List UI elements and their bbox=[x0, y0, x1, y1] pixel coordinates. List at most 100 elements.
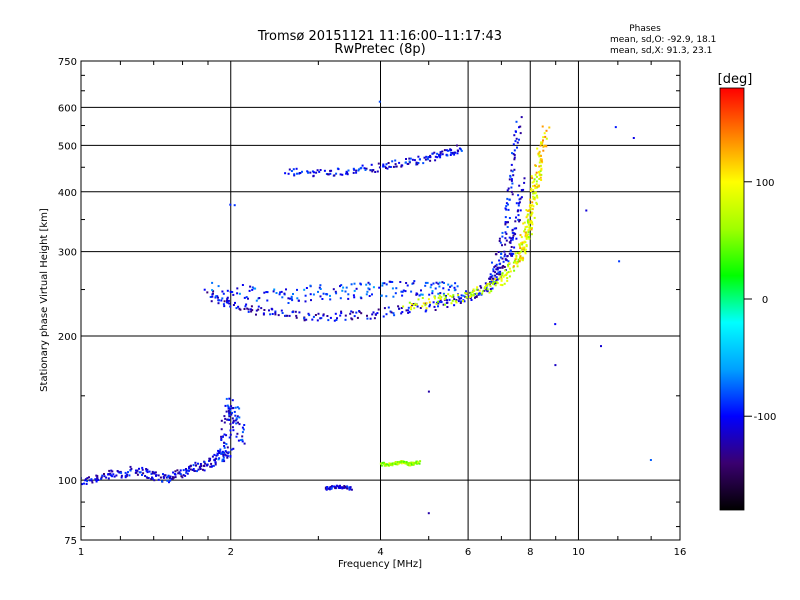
data-point bbox=[295, 314, 298, 317]
data-point bbox=[437, 300, 439, 303]
data-point bbox=[531, 223, 534, 226]
data-point bbox=[505, 202, 508, 205]
data-point bbox=[532, 195, 535, 198]
data-point bbox=[498, 237, 501, 240]
data-point bbox=[251, 286, 254, 289]
data-point bbox=[188, 469, 190, 472]
data-point bbox=[229, 433, 232, 436]
data-point bbox=[223, 433, 226, 436]
data-point bbox=[410, 305, 413, 308]
data-point bbox=[373, 317, 376, 320]
data-point bbox=[202, 468, 204, 471]
data-point bbox=[495, 268, 498, 271]
data-point bbox=[528, 228, 531, 231]
x-tick-label: 1 bbox=[78, 547, 84, 558]
data-point bbox=[329, 487, 332, 490]
data-point bbox=[519, 255, 522, 258]
data-point bbox=[387, 162, 390, 164]
data-point bbox=[554, 364, 557, 367]
data-point bbox=[389, 462, 392, 465]
data-point bbox=[209, 296, 212, 298]
data-point bbox=[211, 455, 214, 458]
data-point bbox=[499, 273, 502, 276]
data-point bbox=[470, 295, 473, 298]
data-point bbox=[434, 287, 437, 290]
data-point bbox=[385, 295, 388, 298]
data-point bbox=[391, 281, 394, 283]
data-point bbox=[525, 244, 528, 246]
data-point bbox=[499, 275, 502, 278]
data-point bbox=[402, 305, 405, 308]
y-axis-ticks: 75 100 200 300 400 500 600 750 bbox=[58, 57, 680, 547]
data-point bbox=[494, 284, 497, 287]
data-point bbox=[393, 462, 396, 465]
data-point bbox=[245, 303, 248, 306]
data-point bbox=[327, 173, 330, 176]
data-point bbox=[513, 156, 516, 159]
data-point bbox=[470, 299, 473, 301]
data-point bbox=[484, 286, 487, 288]
data-point bbox=[496, 266, 499, 269]
data-point bbox=[353, 315, 356, 318]
data-point bbox=[513, 269, 516, 272]
data-point bbox=[226, 296, 229, 299]
data-point bbox=[504, 207, 507, 210]
data-point bbox=[214, 457, 217, 460]
data-point bbox=[95, 479, 98, 482]
data-point bbox=[221, 460, 224, 463]
data-point bbox=[466, 296, 469, 299]
data-point bbox=[398, 161, 401, 164]
data-point bbox=[319, 288, 322, 290]
data-point bbox=[527, 221, 530, 224]
data-point bbox=[412, 463, 415, 466]
data-point bbox=[508, 241, 511, 244]
data-point bbox=[299, 172, 302, 174]
data-point bbox=[129, 469, 132, 472]
data-point bbox=[428, 305, 431, 308]
data-point bbox=[339, 285, 341, 288]
data-point bbox=[231, 399, 234, 402]
data-point bbox=[486, 284, 489, 287]
data-point bbox=[401, 294, 404, 297]
data-point bbox=[212, 464, 215, 467]
data-point bbox=[460, 148, 462, 151]
data-point bbox=[223, 300, 226, 303]
data-point bbox=[522, 257, 525, 260]
data-point bbox=[400, 307, 403, 309]
data-point bbox=[514, 220, 517, 223]
colorbar-tick-label: 100 bbox=[755, 178, 774, 189]
data-point bbox=[220, 419, 223, 422]
data-point bbox=[222, 453, 225, 456]
data-point bbox=[260, 307, 263, 310]
data-point bbox=[330, 487, 333, 490]
data-point bbox=[199, 463, 202, 465]
data-point bbox=[465, 292, 468, 295]
data-point bbox=[435, 302, 438, 305]
data-point bbox=[227, 409, 230, 412]
data-point bbox=[531, 221, 534, 224]
data-point bbox=[103, 475, 106, 478]
data-point bbox=[485, 284, 488, 287]
data-point bbox=[506, 226, 509, 228]
data-point bbox=[508, 198, 511, 201]
data-point bbox=[493, 283, 496, 286]
data-point bbox=[422, 162, 425, 165]
y-tick-label: 400 bbox=[58, 188, 77, 199]
data-point bbox=[336, 317, 338, 320]
data-point bbox=[153, 472, 156, 475]
data-point bbox=[446, 301, 449, 304]
data-point bbox=[470, 293, 473, 296]
data-point bbox=[313, 171, 315, 174]
data-point bbox=[531, 211, 534, 214]
data-point bbox=[460, 300, 462, 303]
data-point bbox=[322, 313, 325, 316]
data-point bbox=[529, 221, 532, 224]
data-point bbox=[400, 165, 403, 168]
data-point bbox=[441, 281, 444, 284]
data-point bbox=[324, 486, 327, 489]
data-point bbox=[502, 260, 505, 263]
data-point bbox=[440, 301, 443, 303]
data-point bbox=[500, 252, 503, 255]
data-point bbox=[433, 295, 436, 298]
data-point bbox=[238, 423, 241, 426]
